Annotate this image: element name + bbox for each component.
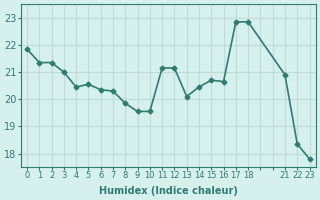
X-axis label: Humidex (Indice chaleur): Humidex (Indice chaleur): [99, 186, 238, 196]
